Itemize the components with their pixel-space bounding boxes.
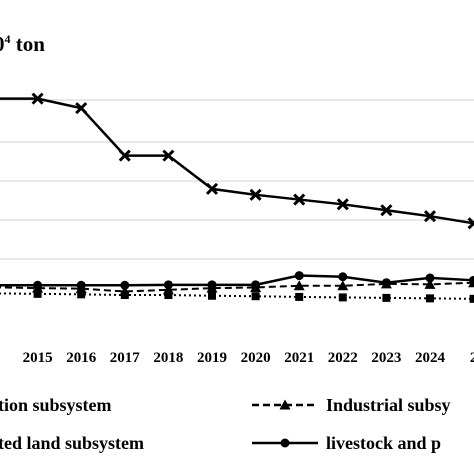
x-marker [293, 193, 306, 206]
series-3 [0, 289, 474, 303]
circle-marker [120, 280, 130, 290]
unit-superscript: 4 [4, 32, 11, 46]
legend-item: Industrial subsy [252, 395, 451, 415]
gridlines [0, 99, 474, 260]
series-line [0, 281, 474, 293]
legend-label: livestock and p [326, 433, 441, 453]
square-marker [426, 294, 434, 303]
x-marker [205, 182, 219, 195]
x-tick-label: 2019 [197, 350, 227, 366]
circle-marker [425, 273, 435, 283]
triangle-marker [206, 282, 218, 293]
series-line [0, 292, 474, 300]
x-tick-labels: 4201520162017201820192020202120222023202… [23, 350, 474, 366]
square-marker [77, 290, 86, 299]
x-marker [118, 149, 131, 162]
x-tick-label: 2016 [66, 350, 97, 366]
legend-item: ted land subsystem [0, 433, 144, 453]
square-marker [164, 291, 173, 300]
x-marker [380, 204, 393, 217]
x-tick-label: 2023 [371, 350, 401, 366]
triangle-marker [380, 278, 392, 289]
series-line [0, 97, 474, 225]
x-tick-label: 2024 [415, 350, 446, 366]
triangle-marker [468, 277, 474, 288]
series-2 [0, 92, 474, 230]
triangle-marker [337, 280, 349, 291]
square-marker [120, 291, 129, 300]
legend-item: livestock and p [252, 433, 441, 453]
x-marker [31, 92, 44, 105]
series-line [0, 274, 474, 287]
square-marker [382, 293, 391, 302]
square-marker [338, 293, 347, 302]
legend: tion subsystem Industrial subsy ted land s… [0, 395, 451, 453]
square-marker [251, 292, 260, 301]
x-tick-label: 2017 [110, 350, 141, 366]
x-marker [423, 210, 437, 223]
series-lines [0, 92, 474, 303]
triangle-marker [279, 399, 291, 410]
x-tick-label: 2021 [284, 350, 314, 366]
legend-item: tion subsystem [0, 395, 112, 415]
x-tick-label: 2015 [23, 350, 53, 366]
x-tick-label: 2 [470, 350, 474, 366]
legend-label: tion subsystem [0, 395, 112, 415]
square-marker [295, 292, 304, 301]
x-marker [75, 102, 88, 115]
x-tick-label: 2020 [241, 350, 271, 366]
x-marker [336, 198, 349, 211]
circle-marker [294, 271, 304, 281]
legend-label: ted land subsystem [0, 433, 144, 453]
circle-marker [338, 272, 348, 282]
x-tick-label: 2018 [153, 350, 183, 366]
legend-label: Industrial subsy [326, 395, 451, 415]
triangle-marker [293, 280, 305, 291]
triangle-marker [250, 281, 262, 292]
square-marker [33, 289, 42, 298]
square-marker [208, 291, 216, 300]
x-marker [162, 149, 175, 162]
x-marker [249, 188, 262, 201]
triangle-marker [424, 278, 436, 289]
square-marker [469, 294, 474, 303]
y-axis-unit-label: 04 ton [0, 32, 45, 56]
x-tick-label: 2022 [328, 350, 358, 366]
circle-marker [280, 438, 290, 448]
